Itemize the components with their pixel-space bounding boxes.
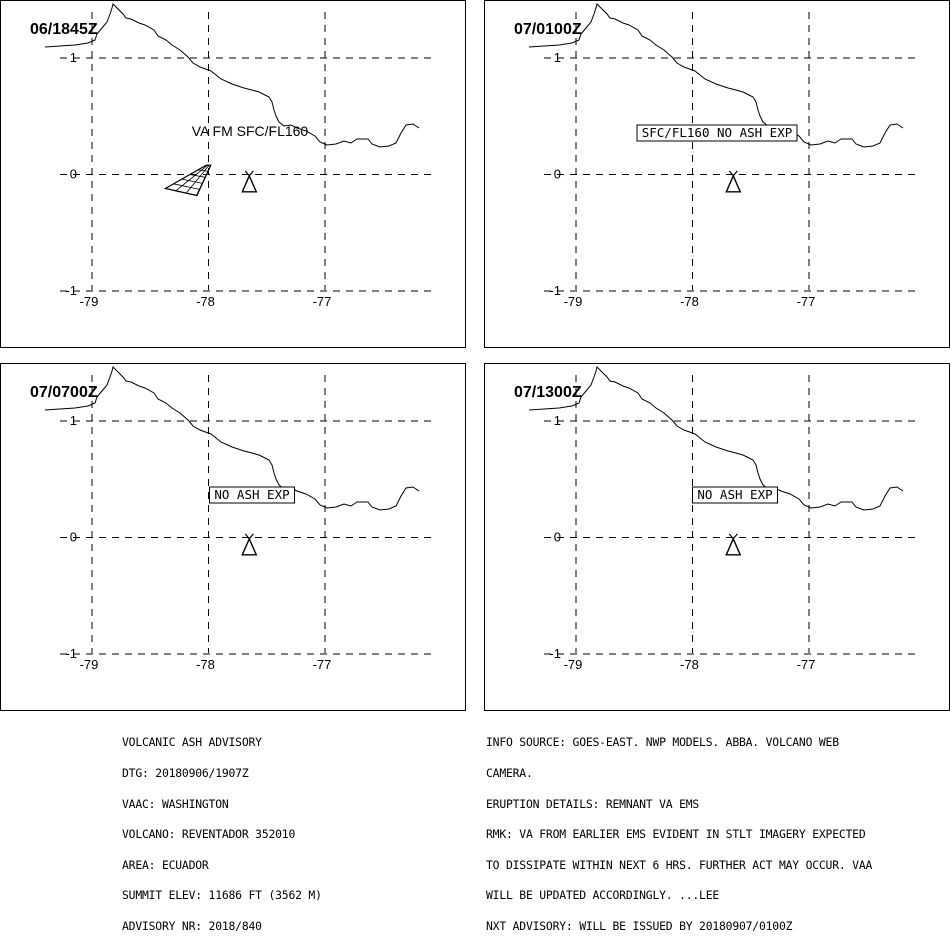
- latitude-tick-label: -1: [65, 283, 77, 298]
- longitude-tick-label: -77: [313, 294, 332, 309]
- latitude-tick-label: 0: [70, 530, 77, 545]
- longitude-tick-label: -77: [797, 294, 816, 309]
- ash-label-box: [692, 486, 778, 504]
- advisory-details-text: INFO SOURCE: GOES-EAST. NWP MODELS. ABBA…: [486, 717, 872, 941]
- latitude-tick-label: 0: [554, 530, 561, 545]
- forecast-time-label: 06/1845Z: [30, 21, 98, 38]
- advisory-line: VOLCANO: REVENTADOR 352010: [122, 827, 296, 842]
- ash-map-2: -79 -78 -77 1 0 -1 07/0100Z SFC/FL160 NO ASH EX…: [484, 0, 950, 348]
- ash-area-label: NO ASH EXP: [214, 487, 289, 502]
- advisory-line: NXT ADVISORY: WILL BE ISSUED BY 20180907…: [486, 918, 793, 933]
- ash-label-box: [209, 486, 295, 504]
- coastline: [44, 3, 420, 148]
- latitude-tick-label: 1: [70, 50, 77, 65]
- longitude-tick-label: -78: [196, 657, 215, 672]
- forecast-time-label: 07/0700Z: [30, 384, 98, 401]
- coastline: [528, 3, 904, 148]
- latitude-tick-label: -1: [65, 646, 77, 661]
- longitude-tick-label: -78: [680, 294, 699, 309]
- latitude-tick-label: 1: [554, 413, 561, 428]
- volcano-icon: [241, 170, 258, 193]
- advisory-line: INFO SOURCE: GOES-EAST. NWP MODELS. ABBA…: [486, 735, 839, 750]
- advisory-header-text: VOLCANIC ASH ADVISORY DTG: 20180906/1907…: [122, 717, 322, 941]
- longitude-tick-label: -79: [80, 657, 99, 672]
- ash-map-3: -79 -78 -77 1 0 -1 07/0700Z NO ASH EXP: [0, 363, 466, 711]
- volcano-icon: [725, 533, 742, 556]
- advisory-line: CAMERA.: [486, 766, 533, 780]
- forecast-time-label: 07/0100Z: [514, 21, 582, 38]
- advisory-line: SUMMIT ELEV: 11686 FT (3562 M): [122, 888, 322, 903]
- volcano-icon: [241, 533, 258, 556]
- ash-map-4: -79 -78 -77 1 0 -1 07/1300Z NO ASH EXP: [484, 363, 950, 711]
- ash-cloud-polygon: [163, 164, 212, 197]
- longitude-tick-label: -77: [313, 657, 332, 672]
- advisory-line: ADVISORY NR: 2018/840: [122, 918, 262, 933]
- coastline: [528, 366, 904, 511]
- longitude-tick-label: -78: [196, 294, 215, 309]
- advisory-line: TO DISSIPATE WITHIN NEXT 6 HRS. FURTHER …: [486, 857, 873, 872]
- forecast-panel-3: -79 -78 -77 1 0 -1 07/0700Z NO ASH EXP: [0, 363, 466, 713]
- advisory-line: RMK: VA FROM EARLIER EMS EVIDENT IN STLT…: [486, 827, 866, 842]
- advisory-line: DTG: 20180906/1907Z: [122, 766, 249, 780]
- forecast-panel-4: -79 -78 -77 1 0 -1 07/1300Z NO ASH EXP: [484, 363, 950, 713]
- latitude-tick-label: 1: [554, 50, 561, 65]
- advisory-line: AREA: ECUADOR: [122, 857, 209, 872]
- latitude-tick-label: -1: [549, 283, 561, 298]
- ash-area-label: VA FM SFC/FL160: [192, 123, 309, 139]
- advisory-line: ERUPTION DETAILS: REMNANT VA EMS: [486, 796, 700, 811]
- advisory-line: WILL BE UPDATED ACCORDINGLY. ...LEE: [486, 888, 720, 903]
- longitude-tick-label: -79: [564, 657, 583, 672]
- forecast-panel-1: -79 -78 -77 1 0 -1 06/1845Z VA FM SFC/FL160: [0, 0, 466, 350]
- longitude-tick-label: -78: [680, 657, 699, 672]
- longitude-tick-label: -79: [564, 294, 583, 309]
- ash-label-box: [636, 124, 798, 142]
- ash-area-label: NO ASH EXP: [697, 487, 772, 502]
- latitude-tick-label: 1: [70, 413, 77, 428]
- longitude-tick-label: -77: [797, 657, 816, 672]
- volcano-icon: [725, 170, 742, 193]
- ash-map-1: -79 -78 -77 1 0 -1 06/1845Z VA FM SFC/FL160: [0, 0, 466, 348]
- latitude-tick-label: 0: [554, 167, 561, 182]
- advisory-line: VAAC: WASHINGTON: [122, 796, 229, 811]
- ash-area-label: SFC/FL160 NO ASH EXP: [642, 125, 793, 140]
- latitude-tick-label: -1: [549, 646, 561, 661]
- latitude-tick-label: 0: [70, 167, 77, 182]
- coastline: [44, 366, 420, 511]
- forecast-panel-2: -79 -78 -77 1 0 -1 07/0100Z SFC/FL160 NO ASH EX…: [484, 0, 950, 350]
- advisory-line: VOLCANIC ASH ADVISORY: [122, 735, 262, 750]
- longitude-tick-label: -79: [80, 294, 99, 309]
- forecast-time-label: 07/1300Z: [514, 384, 582, 401]
